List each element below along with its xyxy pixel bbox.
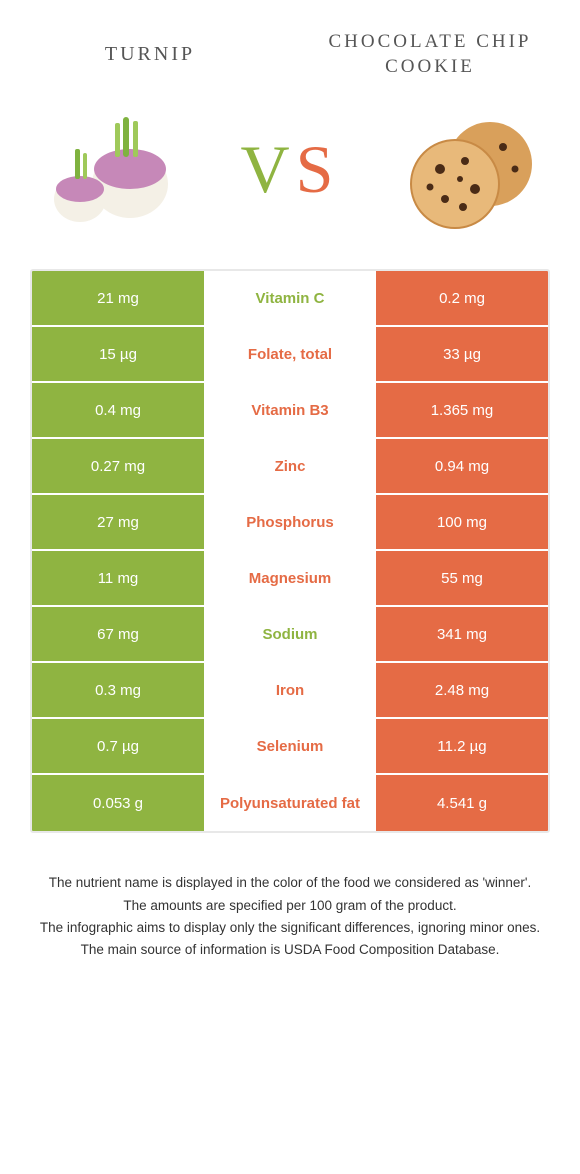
footer-line: The infographic aims to display only the… [30, 918, 550, 938]
vs-s-letter: S [296, 131, 340, 207]
nutrient-label: Polyunsaturated fat [204, 775, 376, 831]
footer-line: The main source of information is USDA F… [30, 940, 550, 960]
left-value: 0.4 mg [32, 383, 204, 437]
left-value: 11 mg [32, 551, 204, 605]
table-row: 0.7 µgSelenium11.2 µg [32, 719, 548, 775]
nutrient-label: Magnesium [204, 551, 376, 605]
left-value: 0.27 mg [32, 439, 204, 493]
footer-line: The nutrient name is displayed in the co… [30, 873, 550, 893]
cookie-icon [385, 99, 555, 239]
nutrient-label: Sodium [204, 607, 376, 661]
table-row: 0.4 mgVitamin B31.365 mg [32, 383, 548, 439]
table-row: 11 mgMagnesium55 mg [32, 551, 548, 607]
right-value: 2.48 mg [376, 663, 548, 717]
left-value: 0.3 mg [32, 663, 204, 717]
table-row: 0.27 mgZinc0.94 mg [32, 439, 548, 495]
vs-label: VS [241, 130, 340, 209]
nutrient-label: Vitamin B3 [204, 383, 376, 437]
left-food-title: Turnip [40, 43, 260, 66]
header: Turnip Chocolate Chip Cookie [0, 0, 580, 89]
right-value: 1.365 mg [376, 383, 548, 437]
table-row: 0.053 gPolyunsaturated fat4.541 g [32, 775, 548, 831]
nutrient-label: Phosphorus [204, 495, 376, 549]
table-row: 15 µgFolate, total33 µg [32, 327, 548, 383]
right-value: 100 mg [376, 495, 548, 549]
vs-row: VS [0, 89, 580, 269]
nutrient-label: Selenium [204, 719, 376, 773]
table-row: 21 mgVitamin C0.2 mg [32, 271, 548, 327]
right-value: 0.2 mg [376, 271, 548, 325]
table-row: 67 mgSodium341 mg [32, 607, 548, 663]
footer-line: The amounts are specified per 100 gram o… [30, 896, 550, 916]
nutrient-table: 21 mgVitamin C0.2 mg15 µgFolate, total33… [30, 269, 550, 833]
left-value: 67 mg [32, 607, 204, 661]
right-value: 33 µg [376, 327, 548, 381]
right-food-title: Chocolate Chip Cookie [320, 30, 540, 79]
table-row: 27 mgPhosphorus100 mg [32, 495, 548, 551]
right-value: 4.541 g [376, 775, 548, 831]
vs-v-letter: V [241, 131, 296, 207]
nutrient-label: Zinc [204, 439, 376, 493]
left-value: 21 mg [32, 271, 204, 325]
nutrient-label: Folate, total [204, 327, 376, 381]
footer-notes: The nutrient name is displayed in the co… [30, 873, 550, 960]
turnip-icon [25, 99, 195, 239]
nutrient-label: Vitamin C [204, 271, 376, 325]
left-value: 0.053 g [32, 775, 204, 831]
table-row: 0.3 mgIron2.48 mg [32, 663, 548, 719]
left-value: 15 µg [32, 327, 204, 381]
nutrient-label: Iron [204, 663, 376, 717]
right-value: 341 mg [376, 607, 548, 661]
right-value: 0.94 mg [376, 439, 548, 493]
left-value: 27 mg [32, 495, 204, 549]
right-value: 55 mg [376, 551, 548, 605]
left-value: 0.7 µg [32, 719, 204, 773]
right-value: 11.2 µg [376, 719, 548, 773]
